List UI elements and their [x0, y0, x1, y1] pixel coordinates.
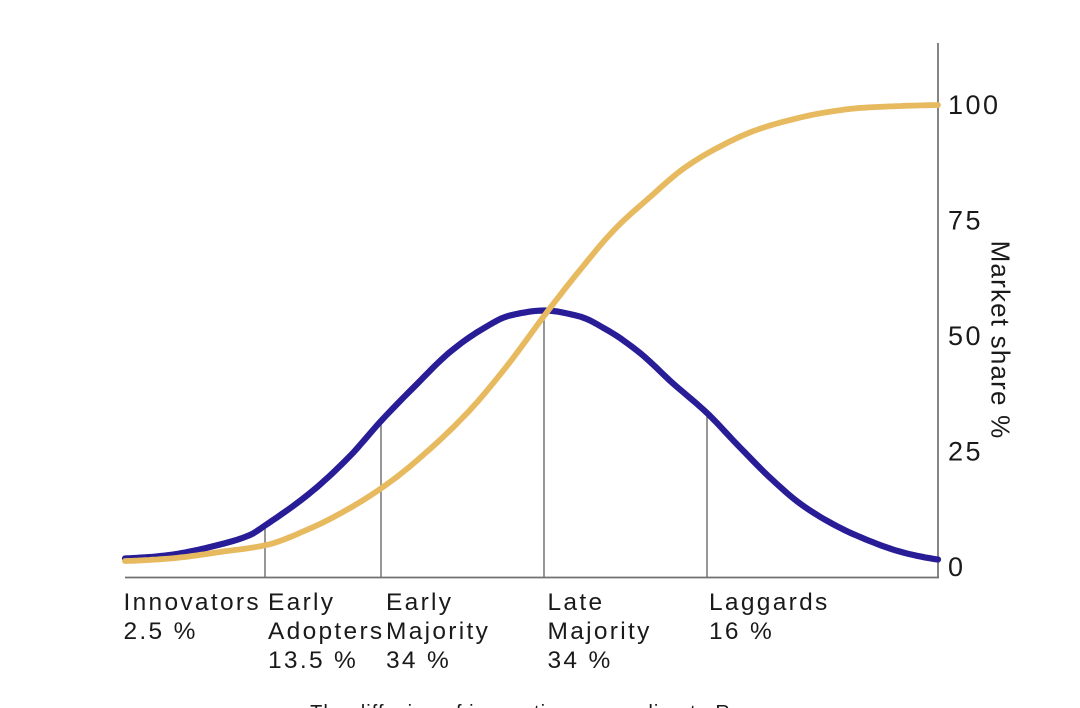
svg-text:34 %: 34 %	[386, 647, 451, 674]
svg-text:Late: Late	[548, 589, 605, 616]
svg-text:34 %: 34 %	[548, 647, 613, 674]
svg-text:13.5 %: 13.5 %	[268, 647, 358, 674]
svg-text:Majority: Majority	[386, 618, 490, 645]
svg-text:16 %: 16 %	[709, 618, 774, 645]
svg-text:50: 50	[948, 321, 983, 351]
svg-text:Early: Early	[386, 589, 453, 616]
svg-text:100: 100	[948, 90, 1001, 120]
svg-text:0: 0	[948, 552, 966, 582]
svg-text:Laggards: Laggards	[709, 589, 830, 616]
svg-text:2.5 %: 2.5 %	[124, 618, 198, 645]
svg-text:Innovators: Innovators	[124, 589, 261, 616]
svg-text:The diffusion of innovations a: The diffusion of innovations according t…	[310, 702, 786, 708]
svg-text:Majority: Majority	[548, 618, 652, 645]
svg-text:Adopters: Adopters	[268, 618, 384, 645]
svg-text:25: 25	[948, 437, 983, 467]
svg-text:75: 75	[948, 206, 983, 236]
svg-text:Early: Early	[268, 589, 335, 616]
svg-text:Market share %: Market share %	[986, 241, 1016, 440]
